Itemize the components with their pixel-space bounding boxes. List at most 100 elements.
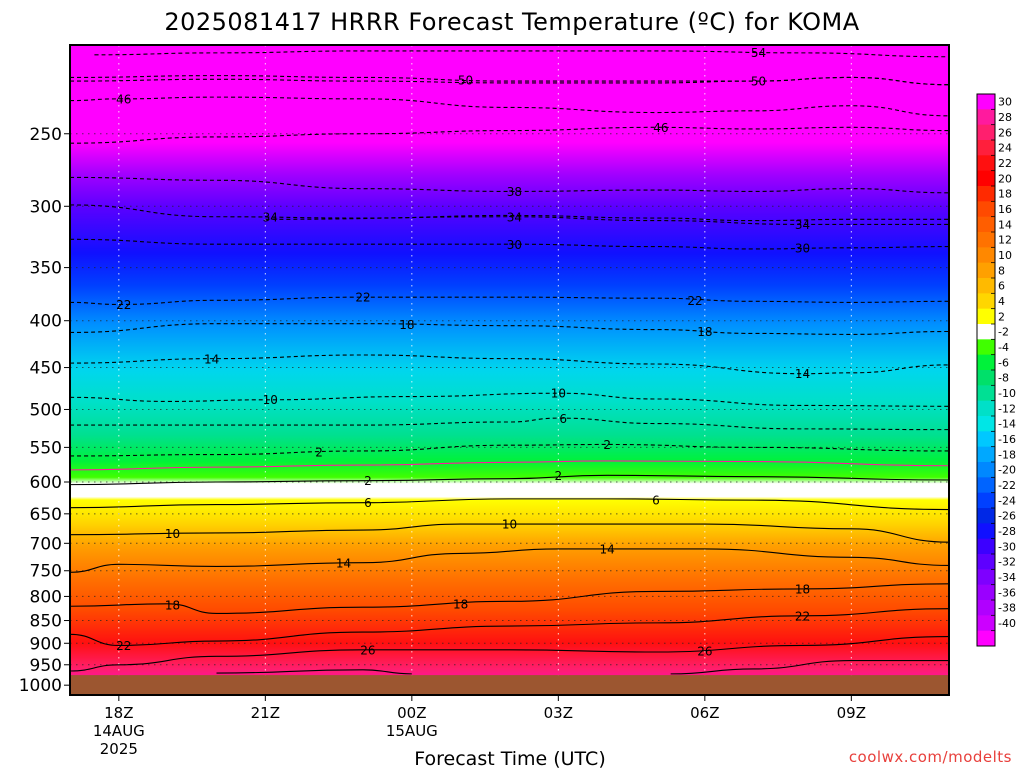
color-bar-segment	[977, 186, 995, 202]
color-bar-segment	[977, 584, 995, 601]
isotherm-label: 18	[795, 582, 810, 596]
isotherm-line	[70, 392, 949, 407]
x-tick-label: 18Z	[104, 704, 133, 722]
color-bar-label: -24	[998, 494, 1016, 507]
color-bar-segment	[977, 155, 995, 172]
color-bar-segment	[977, 508, 995, 524]
color-bar-segment	[977, 262, 995, 279]
color-bar-segment	[977, 124, 995, 141]
isotherm-line	[70, 204, 949, 222]
y-tick-label: 650	[30, 505, 62, 525]
color-bar-label: -10	[998, 387, 1016, 400]
isotherm-line	[70, 176, 949, 194]
isotherm-label: 14	[795, 367, 810, 381]
y-tick-label: 350	[30, 259, 62, 279]
color-bar-label: -18	[998, 448, 1016, 461]
color-bar-segment	[977, 400, 995, 417]
x-tick-label: 00Z	[397, 704, 426, 722]
isotherm-label: 34	[263, 211, 278, 225]
color-bar-label: 14	[998, 218, 1012, 231]
color-bar-segment	[977, 630, 995, 647]
isotherm-label: 10	[551, 387, 566, 401]
color-bar-segment	[977, 370, 995, 386]
color-bar-legend: 30 28 26 24 22 20 18 16 14 12 10 8 6 4 2 -2 -4 -6 -8 -10 -12…	[976, 93, 1016, 647]
x-tick-year-label: 2025	[100, 740, 138, 758]
color-bar-label: 12	[998, 234, 1012, 247]
isotherm-label: 14	[600, 542, 615, 556]
color-bar-segment	[977, 232, 995, 248]
isotherm-line	[70, 460, 949, 471]
color-bar-label: -8	[998, 372, 1009, 385]
color-bar-label: -28	[998, 525, 1016, 538]
color-bar-segment	[977, 538, 995, 555]
color-bar-label: 10	[998, 249, 1012, 262]
y-tick-label: 500	[30, 400, 62, 420]
plot-area	[70, 45, 949, 695]
isotherm-label: 22	[355, 291, 370, 305]
plot-frame	[69, 44, 950, 696]
x-axis-title: Forecast Time (UTC)	[414, 748, 605, 768]
color-bar-label: 24	[998, 142, 1012, 155]
isotherm-label: 30	[507, 238, 522, 252]
credit-text: coolwx.com/modelts	[849, 748, 1012, 766]
color-bar-segment	[977, 462, 995, 478]
isotherm-lines	[70, 50, 949, 675]
isotherm-label: 14	[336, 557, 351, 571]
isotherm-label: 10	[263, 393, 278, 407]
color-bar-segment	[977, 278, 995, 294]
isotherm-line	[70, 126, 949, 144]
color-bar-segment	[977, 569, 995, 586]
color-bar-label: -30	[998, 540, 1016, 553]
color-bar-segment	[977, 523, 995, 540]
isotherm-label: 22	[116, 298, 131, 312]
temperature-fill	[70, 45, 949, 695]
isotherm-label: 50	[458, 74, 473, 88]
color-bar-label: 18	[998, 188, 1012, 201]
isotherm-label: 46	[653, 121, 668, 135]
color-bar-label: -6	[998, 356, 1009, 369]
isotherm-label: 26	[697, 645, 712, 659]
isotherm-label: 18	[165, 598, 180, 612]
isotherm-line	[670, 660, 949, 675]
chart-title: 2025081417 HRRR Forecast Temperature (ºC…	[164, 8, 859, 36]
isotherm-label: 6	[559, 412, 567, 426]
isotherm-label: 14	[204, 352, 219, 366]
color-bar-label: 26	[998, 126, 1012, 139]
color-bar-label: 16	[998, 203, 1012, 216]
isotherm-label: 10	[165, 527, 180, 541]
isotherm-label: 22	[687, 294, 702, 308]
color-bar-label: 6	[998, 280, 1005, 293]
color-bar-label: 30	[998, 96, 1012, 109]
color-bar-segment	[977, 94, 995, 110]
isotherm-label: 54	[751, 46, 766, 60]
isotherm-line	[70, 296, 949, 306]
color-bar-label: 2	[998, 310, 1005, 323]
color-bar-label: -40	[998, 617, 1016, 630]
isotherm-line	[265, 216, 949, 225]
isotherm-label: 18	[697, 325, 712, 339]
isotherm-label: 2	[315, 446, 323, 460]
isotherm-line	[216, 669, 412, 675]
color-bar-label: -36	[998, 586, 1016, 599]
isotherm-label: 6	[364, 496, 372, 510]
isotherm-label: 30	[795, 241, 810, 255]
color-bar-label: -4	[998, 341, 1009, 354]
color-bar-segment	[977, 216, 995, 233]
color-bar-segment	[977, 339, 995, 356]
color-bar-label: -34	[998, 571, 1016, 584]
color-bar-segment	[977, 385, 995, 402]
color-bar-label: 22	[998, 157, 1012, 170]
color-bar-label: 8	[998, 264, 1005, 277]
color-bar-segment	[977, 201, 995, 218]
y-tick-label: 700	[30, 534, 62, 554]
x-tick-label: 09Z	[837, 704, 866, 722]
isotherm-label: 10	[502, 518, 517, 532]
color-bar-segment	[977, 109, 995, 126]
isotherm-line	[70, 636, 949, 672]
isotherm-label: 50	[751, 74, 766, 88]
color-bar-label: -22	[998, 479, 1016, 492]
x-tick-label: 03Z	[544, 704, 573, 722]
color-bar-segment	[977, 492, 995, 509]
